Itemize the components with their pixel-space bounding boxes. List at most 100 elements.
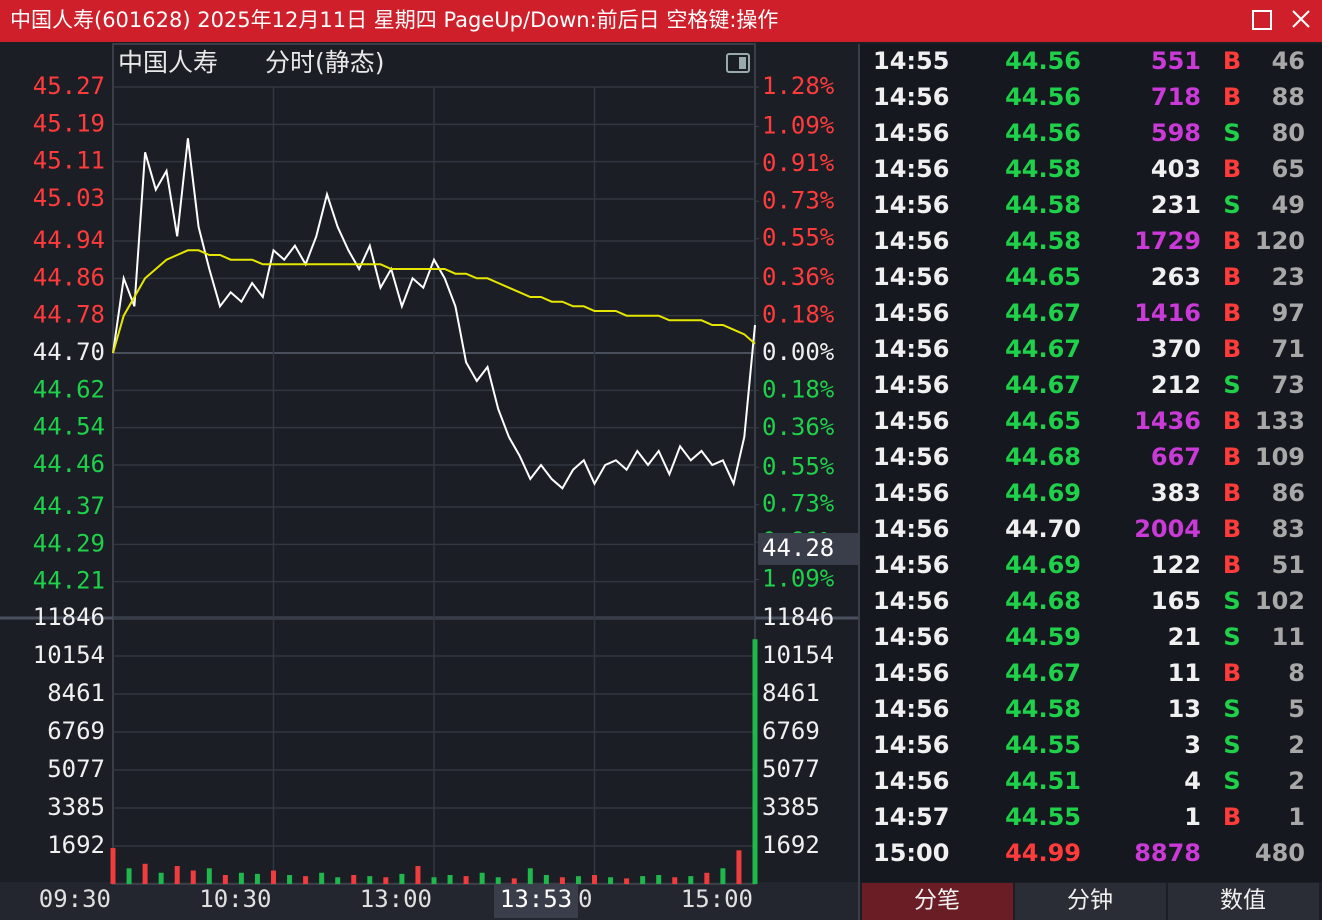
trade-volume: 667 [1151,443,1201,471]
trade-time: 14:57 [873,803,949,831]
volume-bar [640,876,646,884]
trade-time: 14:56 [873,407,949,435]
y2-tick-label: 0.73% [762,490,835,518]
trade-count: 97 [1272,299,1305,327]
volume-bar [174,866,180,884]
trade-side: B [1223,47,1241,75]
trade-side: S [1223,587,1240,615]
trade-side: B [1223,83,1241,111]
x-tick-label: 09:30 [39,885,111,913]
trade-count: 51 [1272,551,1305,579]
trade-side: S [1223,695,1240,723]
panel-toggle[interactable] [726,53,750,73]
volume-bar [399,873,405,884]
tab[interactable] [1015,883,1166,920]
trade-price: 44.69 [1005,551,1081,579]
y-tick-label: 44.37 [33,492,105,520]
trade-count: 120 [1255,227,1305,255]
y2-tick-label: 1.09% [762,565,835,593]
trade-price: 44.55 [1005,803,1081,831]
trade-time: 14:56 [873,587,949,615]
cursor-time: 13:53 [500,885,572,913]
trade-time: 14:56 [873,83,949,111]
volume-bar [656,875,662,884]
y2-tick-label: 0.55% [762,452,835,480]
volume-bar [479,872,485,884]
trade-count: 73 [1272,371,1305,399]
trade-count: 102 [1255,587,1305,615]
trade-side: S [1223,623,1240,651]
maximize-button[interactable] [1252,10,1272,30]
trade-volume: 3 [1184,731,1201,759]
volume-bar [142,863,148,884]
volume-bar [222,875,228,884]
y-tick-label: 45.03 [33,184,105,212]
trade-time: 14:56 [873,695,949,723]
trade-volume: 1436 [1134,407,1201,435]
trade-time: 14:55 [873,47,949,75]
y2-tick-label: 1.09% [762,111,835,139]
trade-price: 44.58 [1005,191,1081,219]
volume-bar [335,877,341,884]
volume-tick-label-right: 5077 [762,755,820,783]
trade-count: 65 [1272,155,1305,183]
volume-bar [415,866,421,884]
tab-label[interactable]: 数值 [1220,888,1266,914]
trade-price: 44.56 [1005,119,1081,147]
trade-time: 14:56 [873,155,949,183]
volume-bar [431,877,437,884]
trade-count: 133 [1255,407,1305,435]
trade-count: 1 [1288,803,1305,831]
y2-tick-label: 1.28% [762,72,835,100]
trade-count: 23 [1272,263,1305,291]
x-tick-label: 15:00 [681,885,753,913]
trade-time: 14:56 [873,263,949,291]
volume-bar [367,876,373,884]
trade-time: 14:56 [873,191,949,219]
y-tick-label: 44.46 [33,450,105,478]
volume-bar [238,872,244,884]
trade-price: 44.65 [1005,263,1081,291]
trade-count: 80 [1272,119,1305,147]
trade-count: 86 [1272,479,1305,507]
trade-volume: 403 [1151,155,1201,183]
volume-bar [592,875,597,884]
y-tick-label: 44.62 [33,375,105,403]
trade-price: 44.51 [1005,767,1081,795]
trade-price: 44.65 [1005,407,1081,435]
y2-tick-label: 0.18% [762,375,835,403]
y2-tick-label: 0.18% [762,301,835,329]
tab[interactable] [1168,883,1319,920]
trade-volume: 598 [1151,119,1201,147]
volume-bar [559,877,565,884]
close-button[interactable] [1292,10,1310,28]
trade-volume: 212 [1151,371,1201,399]
tab-label[interactable]: 分笔 [914,888,960,914]
volume-tick-label-right: 6769 [762,717,820,745]
trade-side: B [1223,659,1241,687]
trade-side: S [1223,767,1240,795]
trade-volume: 122 [1151,551,1201,579]
price-line [112,138,756,490]
y-tick-label: 44.94 [33,226,105,254]
tab[interactable] [862,883,1013,920]
volume-bar [254,873,260,884]
trade-time: 14:56 [873,371,949,399]
trade-time: 14:56 [873,731,949,759]
trade-side: B [1223,407,1241,435]
trade-count: 8 [1288,659,1305,687]
trade-price: 44.56 [1005,47,1081,75]
volume-bar [575,876,581,884]
trade-side: S [1223,731,1240,759]
trade-side: B [1223,443,1241,471]
tab-label[interactable]: 分钟 [1067,888,1113,914]
trade-price: 44.68 [1005,587,1081,615]
trade-time: 14:56 [873,443,949,471]
trade-price: 44.67 [1005,659,1081,687]
stock-name: 中国人寿 [118,48,218,77]
trade-price: 44.56 [1005,83,1081,111]
trade-price: 44.70 [1005,515,1081,543]
trade-side: B [1223,155,1241,183]
trade-time: 14:56 [873,659,949,687]
